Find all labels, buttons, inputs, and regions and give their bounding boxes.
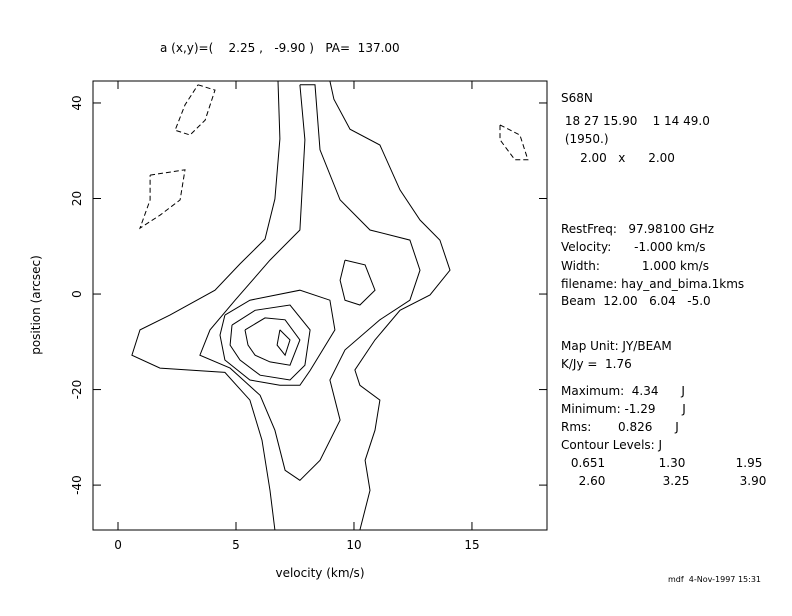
x-tick-label: 5 (232, 538, 240, 552)
info-line: Map Unit: JY/BEAM (561, 339, 672, 353)
footer: mdf 4-Nov-1997 15:31 (668, 575, 761, 584)
contour (174, 84, 216, 136)
chart-title: a (x,y)=( 2.25 , -9.90 ) PA= 137.00 (160, 41, 400, 55)
info-line: Contour Levels: J (561, 438, 662, 452)
info-line: Maximum: 4.34 J (561, 384, 685, 398)
contour-level: 1.95 (736, 456, 763, 470)
y-tick-label: 0 (70, 290, 84, 298)
contour (199, 84, 421, 481)
info-line: Velocity: -1.000 km/s (561, 240, 706, 254)
y-tick-label: -40 (70, 475, 84, 495)
info-line: K/Jy = 1.76 (561, 357, 632, 371)
contour (131, 81, 451, 530)
contour-level: 2.60 (579, 474, 606, 488)
contour-level: 1.30 (659, 456, 686, 470)
contour (229, 304, 311, 381)
y-tick-label: 40 (70, 95, 84, 110)
info-line: Minimum: -1.29 J (561, 402, 686, 416)
info-line: (1950.) (561, 132, 609, 146)
x-tick-label: 15 (464, 538, 479, 552)
x-tick-label: 10 (346, 538, 361, 552)
y-axis-label: position (arcsec) (29, 255, 43, 355)
contour (244, 317, 301, 366)
info-line: 2.00 x 2.00 (561, 151, 675, 165)
x-axis-label: velocity (km/s) (275, 566, 364, 580)
contour-level: 3.25 (663, 474, 690, 488)
contour-level: 0.651 (571, 456, 605, 470)
contour (339, 259, 376, 306)
contour (219, 289, 336, 386)
contour-level: 3.90 (740, 474, 767, 488)
info-line: RestFreq: 97.98100 GHz (561, 222, 714, 236)
info-line: 18 27 15.90 1 14 49.0 (561, 114, 710, 128)
contour (139, 169, 186, 230)
info-line: filename: hay_and_bima.1kms (561, 277, 744, 291)
contour (276, 329, 291, 357)
info-line: Width: 1.000 km/s (561, 259, 709, 273)
info-line: Rms: 0.826 J (561, 420, 679, 434)
info-panel: S68N 18 27 15.90 1 14 49.0 (1950.) 2.00 … (561, 91, 766, 488)
info-line: S68N (561, 91, 593, 105)
y-tick-label: -20 (70, 380, 84, 400)
axes (93, 81, 547, 530)
contour (499, 124, 529, 161)
info-line: Beam 12.00 6.04 -5.0 (561, 294, 711, 308)
plot-area (131, 81, 529, 530)
x-tick-label: 0 (114, 538, 122, 552)
y-tick-label: 20 (70, 191, 84, 206)
